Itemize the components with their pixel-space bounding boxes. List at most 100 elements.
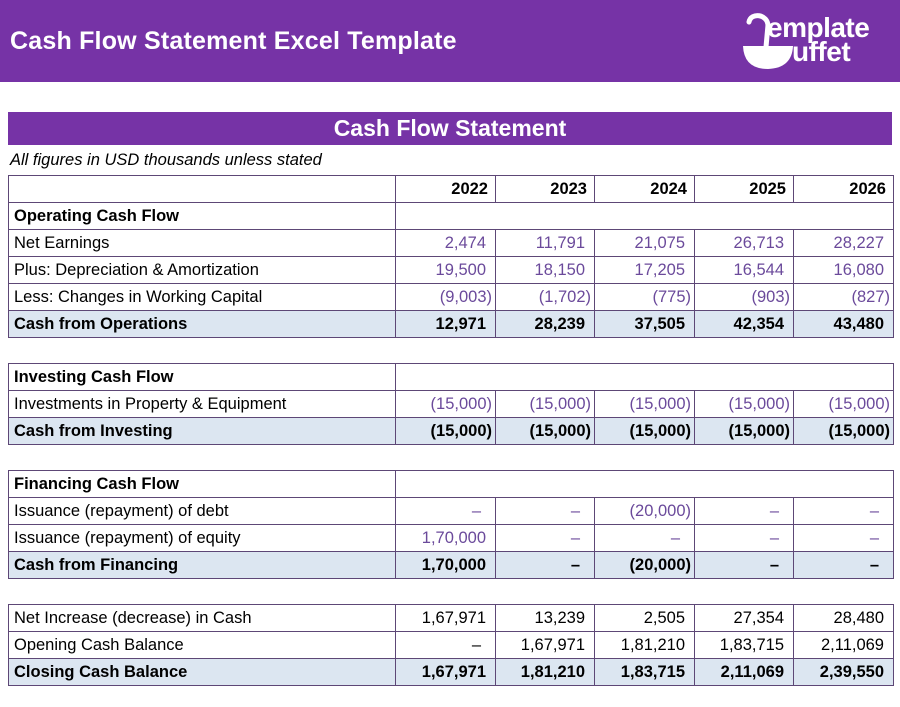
- row-label[interactable]: Issuance (repayment) of equity: [8, 524, 396, 552]
- row-label[interactable]: Net Increase (decrease) in Cash: [8, 604, 396, 632]
- cell-2023[interactable]: –: [495, 524, 595, 552]
- cell-2026[interactable]: –: [793, 524, 894, 552]
- row-label[interactable]: Cash from Operations: [8, 310, 396, 338]
- cell-2026[interactable]: 43,480: [793, 310, 894, 338]
- cell-2026[interactable]: –: [793, 551, 894, 579]
- cell-2022[interactable]: 19,500: [395, 256, 496, 284]
- cell-2022[interactable]: (15,000): [395, 390, 496, 418]
- table-row: Net Increase (decrease) in Cash 1,67,971 1…: [8, 604, 894, 632]
- cell-2024[interactable]: 1,83,715: [594, 658, 695, 686]
- cell-2025[interactable]: (15,000): [694, 417, 794, 445]
- table-row: Cash from Operations 12,971 28,239 37,505 42…: [8, 310, 894, 338]
- section-header-row: Operating Cash Flow: [8, 202, 894, 230]
- table-row: Less: Changes in Working Capital (9,003)(…: [8, 283, 894, 311]
- cashflow-table-body: 2022 2023 2024 2025 2026 Operating Cash Flow N…: [8, 175, 894, 686]
- cell-2024[interactable]: (20,000): [594, 497, 695, 525]
- cell-2022[interactable]: –: [395, 497, 496, 525]
- cell-2025[interactable]: 16,544: [694, 256, 794, 284]
- section-header[interactable]: Investing Cash Flow: [8, 363, 396, 391]
- cell-2026[interactable]: –: [793, 497, 894, 525]
- cell-2023[interactable]: –: [495, 497, 595, 525]
- year-header-2022[interactable]: 2022: [395, 175, 496, 203]
- cell-2023[interactable]: 1,81,210: [495, 658, 595, 686]
- cell-2023[interactable]: 28,239: [495, 310, 595, 338]
- cell-2022[interactable]: 1,67,971: [395, 604, 496, 632]
- cell-2025[interactable]: 42,354: [694, 310, 794, 338]
- cell-2024[interactable]: 17,205: [594, 256, 695, 284]
- cell-2023[interactable]: (15,000): [495, 417, 595, 445]
- cell-2022[interactable]: 12,971: [395, 310, 496, 338]
- section-header[interactable]: Operating Cash Flow: [8, 202, 396, 230]
- cell-2024[interactable]: 2,505: [594, 604, 695, 632]
- cell-2024[interactable]: (775): [594, 283, 695, 311]
- year-header-2023[interactable]: 2023: [495, 175, 595, 203]
- table-row: Issuance (repayment) of debt – – (20,000) – –: [8, 497, 894, 525]
- section-header[interactable]: Financing Cash Flow: [8, 470, 396, 498]
- cell-2025[interactable]: –: [694, 497, 794, 525]
- cell-2026[interactable]: 2,11,069: [793, 631, 894, 659]
- row-label[interactable]: Cash from Financing: [8, 551, 396, 579]
- cell-2022[interactable]: (15,000): [395, 417, 496, 445]
- cell-2025[interactable]: (903): [694, 283, 794, 311]
- cell-2024[interactable]: 1,81,210: [594, 631, 695, 659]
- table-row: Investments in Property & Equipment (15,0…: [8, 390, 894, 418]
- year-header-2026[interactable]: 2026: [793, 175, 894, 203]
- cell-2024[interactable]: 37,505: [594, 310, 695, 338]
- year-header-spacer: [8, 175, 396, 203]
- row-label[interactable]: Issuance (repayment) of debt: [8, 497, 396, 525]
- table-row: Opening Cash Balance –1,67,971 1,81,210 1,8…: [8, 631, 894, 659]
- section-gap-row: [9, 338, 894, 364]
- cell-2026[interactable]: (15,000): [793, 417, 894, 445]
- cell-2022[interactable]: 1,70,000: [395, 524, 496, 552]
- row-label[interactable]: Plus: Depreciation & Amortization: [8, 256, 396, 284]
- cell-2023[interactable]: (1,702): [495, 283, 595, 311]
- cell-2024[interactable]: (15,000): [594, 390, 695, 418]
- cell-2023[interactable]: 13,239: [495, 604, 595, 632]
- cell-2026[interactable]: 28,227: [793, 229, 894, 257]
- cell-2022[interactable]: 1,67,971: [395, 658, 496, 686]
- cell-2025[interactable]: 2,11,069: [694, 658, 794, 686]
- section-header-spacer: [395, 202, 894, 230]
- row-label[interactable]: Cash from Investing: [8, 417, 396, 445]
- units-note: All figures in USD thousands unless stat…: [10, 151, 322, 169]
- cell-2025[interactable]: –: [694, 551, 794, 579]
- cell-2022[interactable]: (9,003): [395, 283, 496, 311]
- cell-2026[interactable]: 28,480: [793, 604, 894, 632]
- cell-2024[interactable]: 21,075: [594, 229, 695, 257]
- banner-title: Cash Flow Statement Excel Template: [10, 26, 457, 55]
- cell-2023[interactable]: (15,000): [495, 390, 595, 418]
- cell-2025[interactable]: 26,713: [694, 229, 794, 257]
- row-label[interactable]: Net Earnings: [8, 229, 396, 257]
- cell-2024[interactable]: (20,000): [594, 551, 695, 579]
- cell-2025[interactable]: –: [694, 524, 794, 552]
- table-row: Plus: Depreciation & Amortization 19,500 1…: [8, 256, 894, 284]
- cell-2025[interactable]: 27,354: [694, 604, 794, 632]
- cell-2023[interactable]: –: [495, 551, 595, 579]
- cell-2025[interactable]: (15,000): [694, 390, 794, 418]
- gap-cell: [9, 338, 894, 364]
- cell-2024[interactable]: (15,000): [594, 417, 695, 445]
- row-label[interactable]: Investments in Property & Equipment: [8, 390, 396, 418]
- cell-2025[interactable]: 1,83,715: [694, 631, 794, 659]
- cell-2026[interactable]: 2,39,550: [793, 658, 894, 686]
- table-row: Closing Cash Balance 1,67,971 1,81,210 1,83…: [8, 658, 894, 686]
- cell-2024[interactable]: –: [594, 524, 695, 552]
- year-header-2024[interactable]: 2024: [594, 175, 695, 203]
- cell-2026[interactable]: (15,000): [793, 390, 894, 418]
- row-label[interactable]: Closing Cash Balance: [8, 658, 396, 686]
- row-label[interactable]: Opening Cash Balance: [8, 631, 396, 659]
- row-label[interactable]: Less: Changes in Working Capital: [8, 283, 396, 311]
- cell-2023[interactable]: 1,67,971: [495, 631, 595, 659]
- cell-2026[interactable]: (827): [793, 283, 894, 311]
- section-header-row: Investing Cash Flow: [8, 363, 894, 391]
- cell-2022[interactable]: –: [395, 631, 496, 659]
- section-header-spacer: [395, 470, 894, 498]
- template-buffet-logo: emplate uffet: [730, 7, 888, 75]
- cell-2026[interactable]: 16,080: [793, 256, 894, 284]
- cell-2022[interactable]: 1,70,000: [395, 551, 496, 579]
- cell-2023[interactable]: 11,791: [495, 229, 595, 257]
- cell-2023[interactable]: 18,150: [495, 256, 595, 284]
- year-header-2025[interactable]: 2025: [694, 175, 794, 203]
- cell-2022[interactable]: 2,474: [395, 229, 496, 257]
- table-row: Cash from Financing 1,70,000– (20,000) – –: [8, 551, 894, 579]
